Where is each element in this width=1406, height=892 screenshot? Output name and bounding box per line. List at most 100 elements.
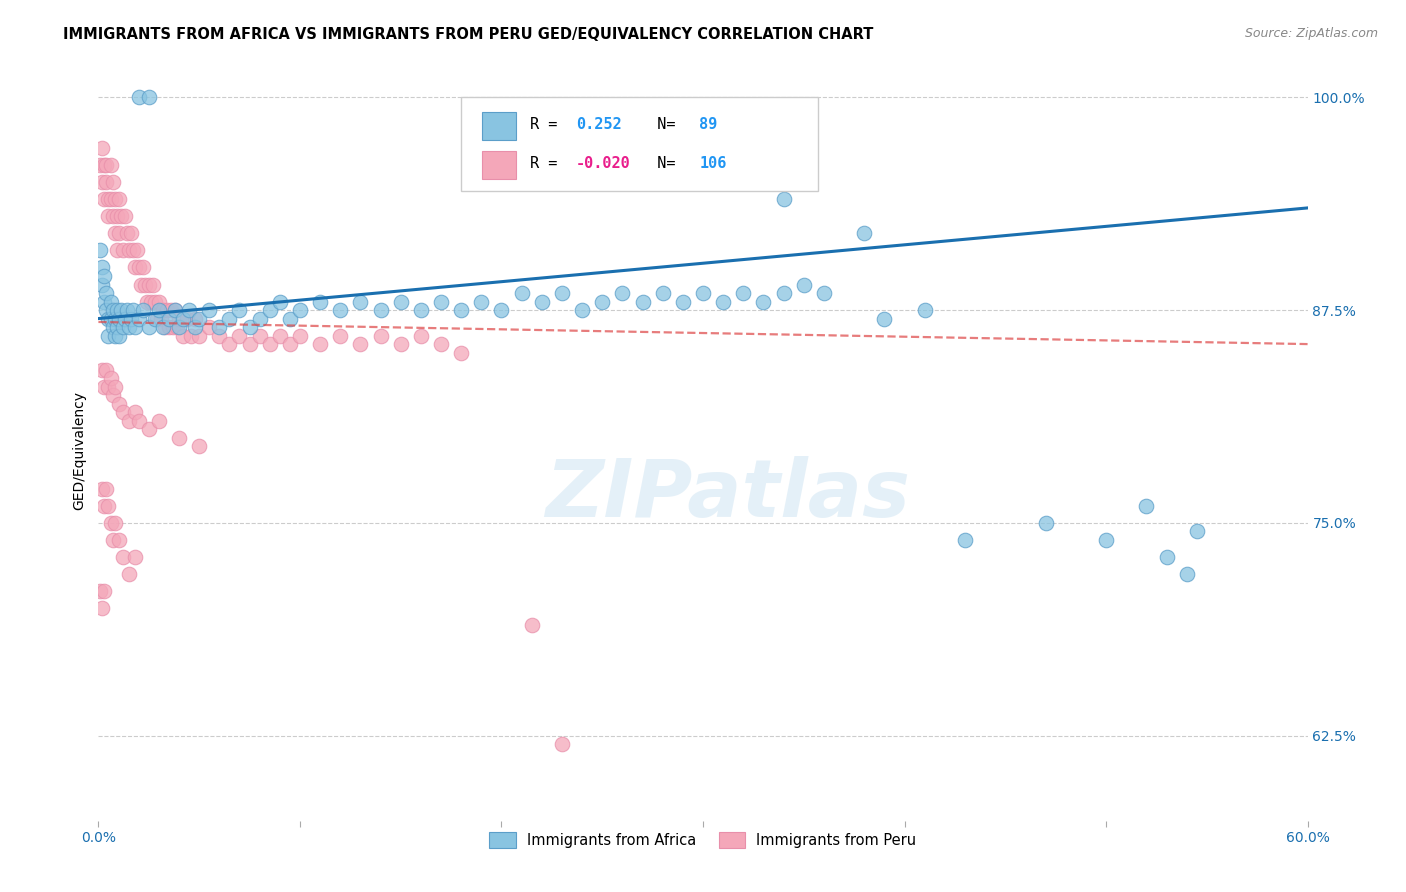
Point — [167, 311, 190, 326]
Point — [692, 158, 714, 172]
Point — [163, 303, 186, 318]
Point — [96, 175, 118, 189]
Point — [103, 379, 125, 393]
Point — [176, 311, 198, 326]
Point — [105, 210, 128, 224]
Y-axis label: GED/Equivalency: GED/Equivalency — [73, 391, 87, 510]
Point — [105, 303, 128, 318]
Point — [89, 244, 111, 258]
Point — [91, 277, 114, 292]
Point — [491, 303, 513, 318]
Point — [249, 328, 271, 343]
Point — [571, 303, 593, 318]
Point — [93, 193, 115, 207]
Point — [111, 320, 134, 334]
Point — [103, 328, 125, 343]
Point — [132, 303, 155, 318]
Point — [167, 320, 190, 334]
Point — [143, 311, 166, 326]
Point — [188, 439, 211, 453]
Point — [107, 397, 129, 411]
Point — [128, 311, 150, 326]
Point — [772, 286, 794, 301]
Point — [124, 320, 146, 334]
Point — [100, 516, 122, 530]
Point — [288, 328, 311, 343]
Point — [172, 311, 194, 326]
Point — [166, 320, 188, 334]
Point — [179, 303, 201, 318]
Point — [530, 294, 553, 309]
Point — [157, 320, 180, 334]
Point — [269, 294, 291, 309]
Point — [114, 311, 136, 326]
Point — [111, 549, 134, 564]
Point — [93, 268, 115, 283]
Point — [100, 371, 122, 385]
Point — [100, 311, 122, 326]
Point — [1175, 566, 1198, 581]
Point — [309, 337, 332, 351]
Point — [813, 286, 835, 301]
Point — [389, 337, 412, 351]
Point — [118, 566, 141, 581]
Point — [103, 227, 125, 241]
Point — [612, 286, 634, 301]
Point — [132, 260, 155, 275]
Point — [651, 286, 673, 301]
Bar — [482, 151, 516, 179]
Point — [101, 533, 124, 547]
Point — [107, 227, 129, 241]
Point — [111, 244, 134, 258]
Point — [153, 320, 176, 334]
Point — [100, 294, 122, 309]
Point — [105, 320, 128, 334]
Point — [450, 345, 472, 359]
Point — [146, 311, 169, 326]
Point — [239, 337, 262, 351]
Point — [873, 311, 896, 326]
Text: R =: R = — [530, 117, 567, 132]
Point — [288, 303, 311, 318]
Point — [96, 362, 118, 376]
Point — [349, 294, 371, 309]
Text: 89: 89 — [699, 117, 717, 132]
Point — [793, 277, 815, 292]
Point — [389, 294, 412, 309]
Point — [370, 328, 392, 343]
Point — [96, 303, 118, 318]
Point — [138, 320, 160, 334]
Point — [91, 141, 114, 155]
FancyBboxPatch shape — [461, 96, 818, 191]
Point — [101, 320, 124, 334]
Point — [278, 337, 301, 351]
Point — [711, 294, 734, 309]
Point — [91, 260, 114, 275]
Point — [121, 244, 143, 258]
Point — [101, 175, 124, 189]
Point — [1095, 533, 1118, 547]
Point — [329, 303, 352, 318]
Point — [239, 320, 262, 334]
Point — [89, 583, 111, 598]
Point — [162, 320, 184, 334]
Point — [409, 328, 432, 343]
Point — [672, 294, 695, 309]
Point — [692, 286, 714, 301]
Point — [93, 158, 115, 172]
Point — [124, 405, 146, 419]
Point — [96, 482, 118, 496]
Point — [138, 422, 160, 436]
Point — [184, 311, 207, 326]
Point — [139, 294, 162, 309]
Point — [125, 244, 148, 258]
Point — [111, 405, 134, 419]
Point — [409, 303, 432, 318]
Point — [128, 90, 150, 104]
Point — [470, 294, 492, 309]
Point — [551, 286, 574, 301]
Point — [91, 482, 114, 496]
Point — [152, 303, 174, 318]
Point — [163, 303, 186, 318]
Point — [148, 294, 170, 309]
